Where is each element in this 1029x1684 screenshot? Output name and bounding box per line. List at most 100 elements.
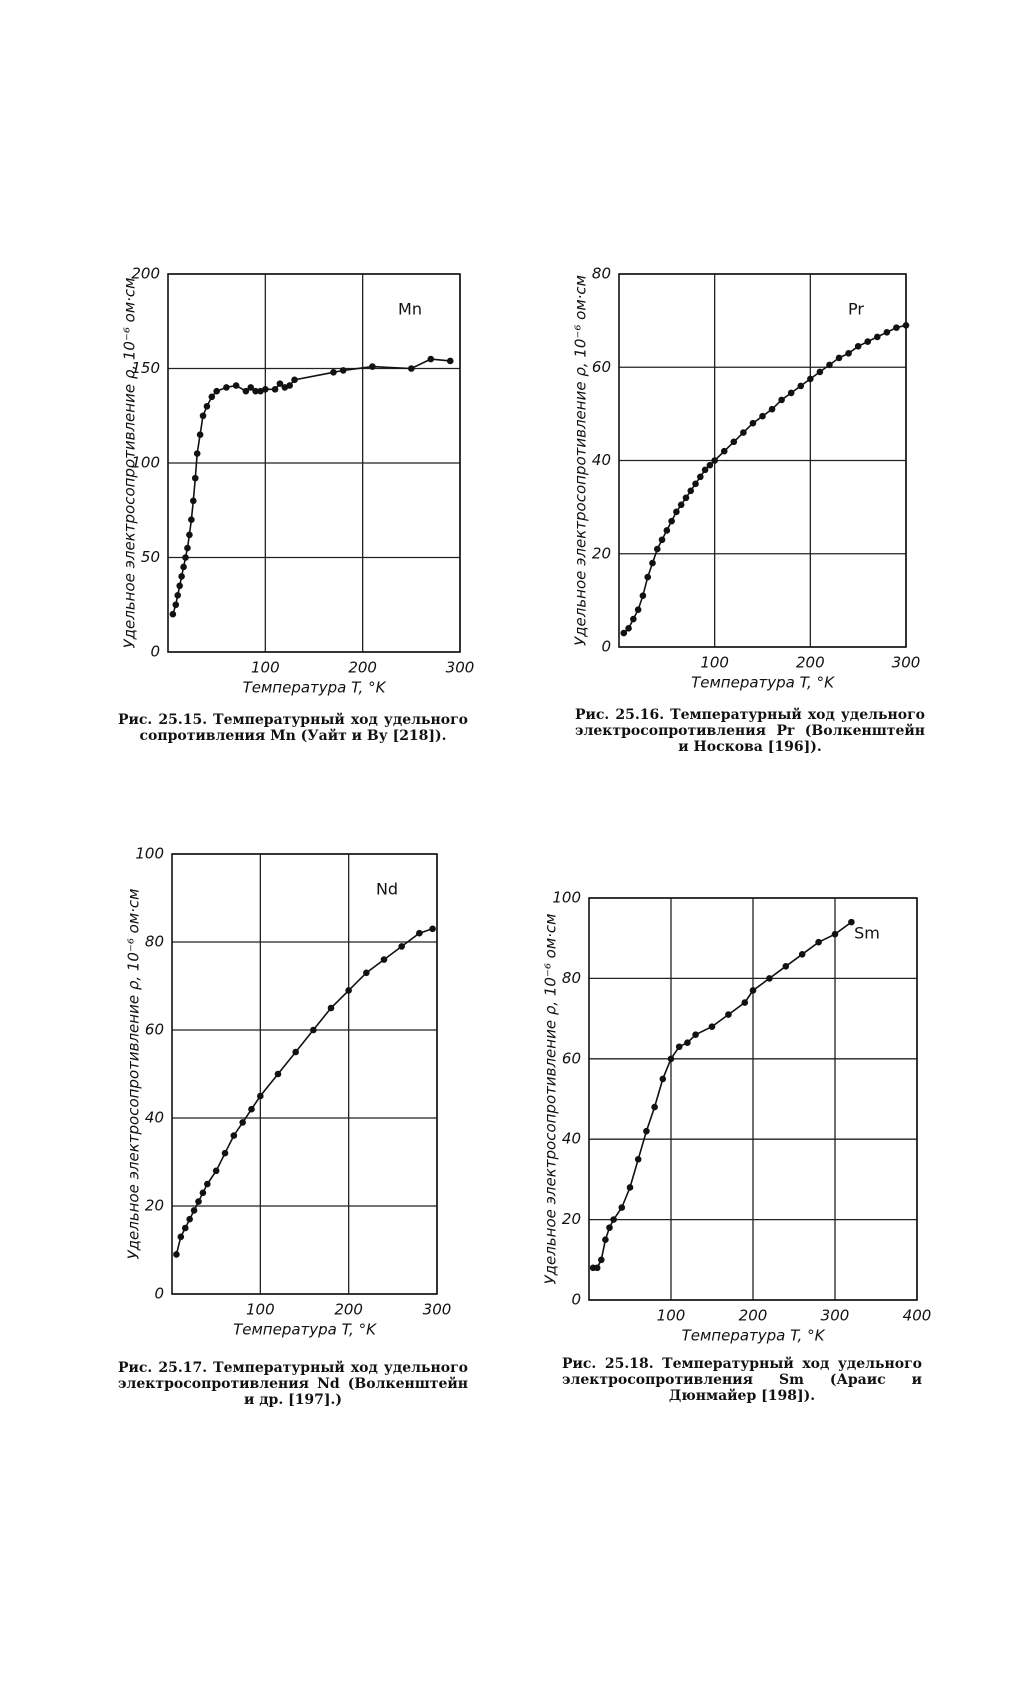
data-point [667, 1055, 675, 1063]
data-point [706, 461, 714, 469]
data-point [429, 925, 436, 933]
data-point [730, 438, 738, 446]
data-point [195, 1198, 202, 1205]
data-point [749, 419, 757, 427]
data-point [620, 629, 628, 637]
data-point [725, 1011, 732, 1018]
data-point [380, 956, 388, 963]
x-tick-label: 200 [796, 654, 825, 672]
series-label: Mn [398, 300, 422, 319]
data-point [848, 918, 855, 926]
data-point [778, 396, 785, 404]
data-point [864, 338, 872, 345]
data-point [639, 592, 647, 600]
data-point [178, 573, 185, 580]
series-label: Sm [854, 924, 880, 943]
y-tick-label: 60 [592, 358, 611, 376]
data-point [593, 1264, 601, 1272]
data-point [196, 431, 204, 438]
y-tick-label: 150 [131, 359, 160, 377]
data-point [787, 389, 795, 397]
data-point [807, 375, 814, 383]
y-tick-label: 100 [135, 845, 164, 863]
data-point [230, 1132, 238, 1139]
curve [593, 921, 852, 1269]
data-point [257, 1092, 264, 1100]
data-point [248, 1105, 255, 1113]
series-label: Nd [376, 880, 398, 899]
data-point [711, 457, 718, 464]
data-point [262, 385, 269, 393]
data-point [199, 1189, 207, 1197]
x-tick-label: 100 [251, 659, 280, 677]
data-point [177, 1233, 185, 1241]
data-point [902, 321, 910, 329]
data-point [701, 466, 709, 474]
data-point [675, 1043, 683, 1051]
data-point [408, 365, 415, 372]
data-point [174, 592, 182, 599]
data-point [286, 382, 293, 389]
plot-frame [171, 853, 438, 1295]
data-point [883, 328, 891, 336]
y-tick-label: 0 [150, 643, 160, 661]
data-point [644, 573, 651, 581]
y-tick-label: 80 [562, 969, 581, 987]
data-point [330, 368, 337, 376]
data-point [663, 527, 671, 534]
data-point [602, 1236, 609, 1243]
y-axis-label: Удельное электросопротивление ρ, 10⁻⁶ ом… [121, 278, 139, 649]
y-tick-label: 60 [562, 1049, 581, 1067]
data-point [653, 545, 661, 553]
data-point [610, 1216, 617, 1223]
data-point [625, 625, 632, 632]
y-tick-label: 40 [592, 451, 611, 469]
x-tick-label: 300 [821, 1307, 850, 1325]
data-point [835, 354, 843, 362]
data-point [766, 975, 773, 982]
data-point [697, 473, 704, 481]
data-point [768, 405, 776, 413]
data-point [184, 544, 191, 552]
data-point [339, 367, 347, 374]
data-point [618, 1204, 626, 1211]
series-label: Pr [848, 300, 864, 319]
data-point [232, 382, 240, 389]
data-point [223, 384, 230, 391]
y-axis-label: Удельное электросопротивление ρ, 10⁻⁶ ом… [125, 889, 143, 1260]
x-tick-label: 100 [657, 1307, 686, 1325]
x-axis-label: Температура T, °K [691, 674, 835, 692]
data-point [634, 606, 642, 613]
data-point [327, 1004, 335, 1012]
data-point [291, 376, 298, 384]
data-point [649, 559, 656, 567]
data-point [274, 1070, 282, 1078]
y-tick-label: 200 [131, 265, 160, 283]
data-point [874, 333, 881, 341]
data-point [180, 563, 187, 571]
data-point [208, 393, 216, 401]
x-tick-label: 200 [334, 1301, 363, 1319]
y-tick-label: 0 [154, 1285, 164, 1303]
y-tick-label: 100 [131, 454, 160, 472]
data-point [845, 349, 852, 357]
y-tick-label: 80 [145, 933, 164, 951]
data-point [191, 474, 199, 482]
x-axis-label: Температура T, °K [682, 1327, 826, 1345]
data-point [186, 531, 193, 539]
data-point [659, 1075, 667, 1083]
data-point [193, 450, 201, 457]
data-point [831, 930, 839, 938]
data-point [310, 1026, 317, 1034]
x-tick-label: 300 [423, 1301, 452, 1319]
curve [623, 324, 907, 634]
data-point [276, 380, 284, 387]
data-point [182, 554, 189, 561]
data-point [782, 963, 790, 970]
data-point [252, 387, 259, 395]
data-point [643, 1127, 650, 1135]
data-point [190, 497, 197, 505]
data-point [212, 1167, 220, 1175]
x-tick-label: 300 [446, 659, 475, 677]
